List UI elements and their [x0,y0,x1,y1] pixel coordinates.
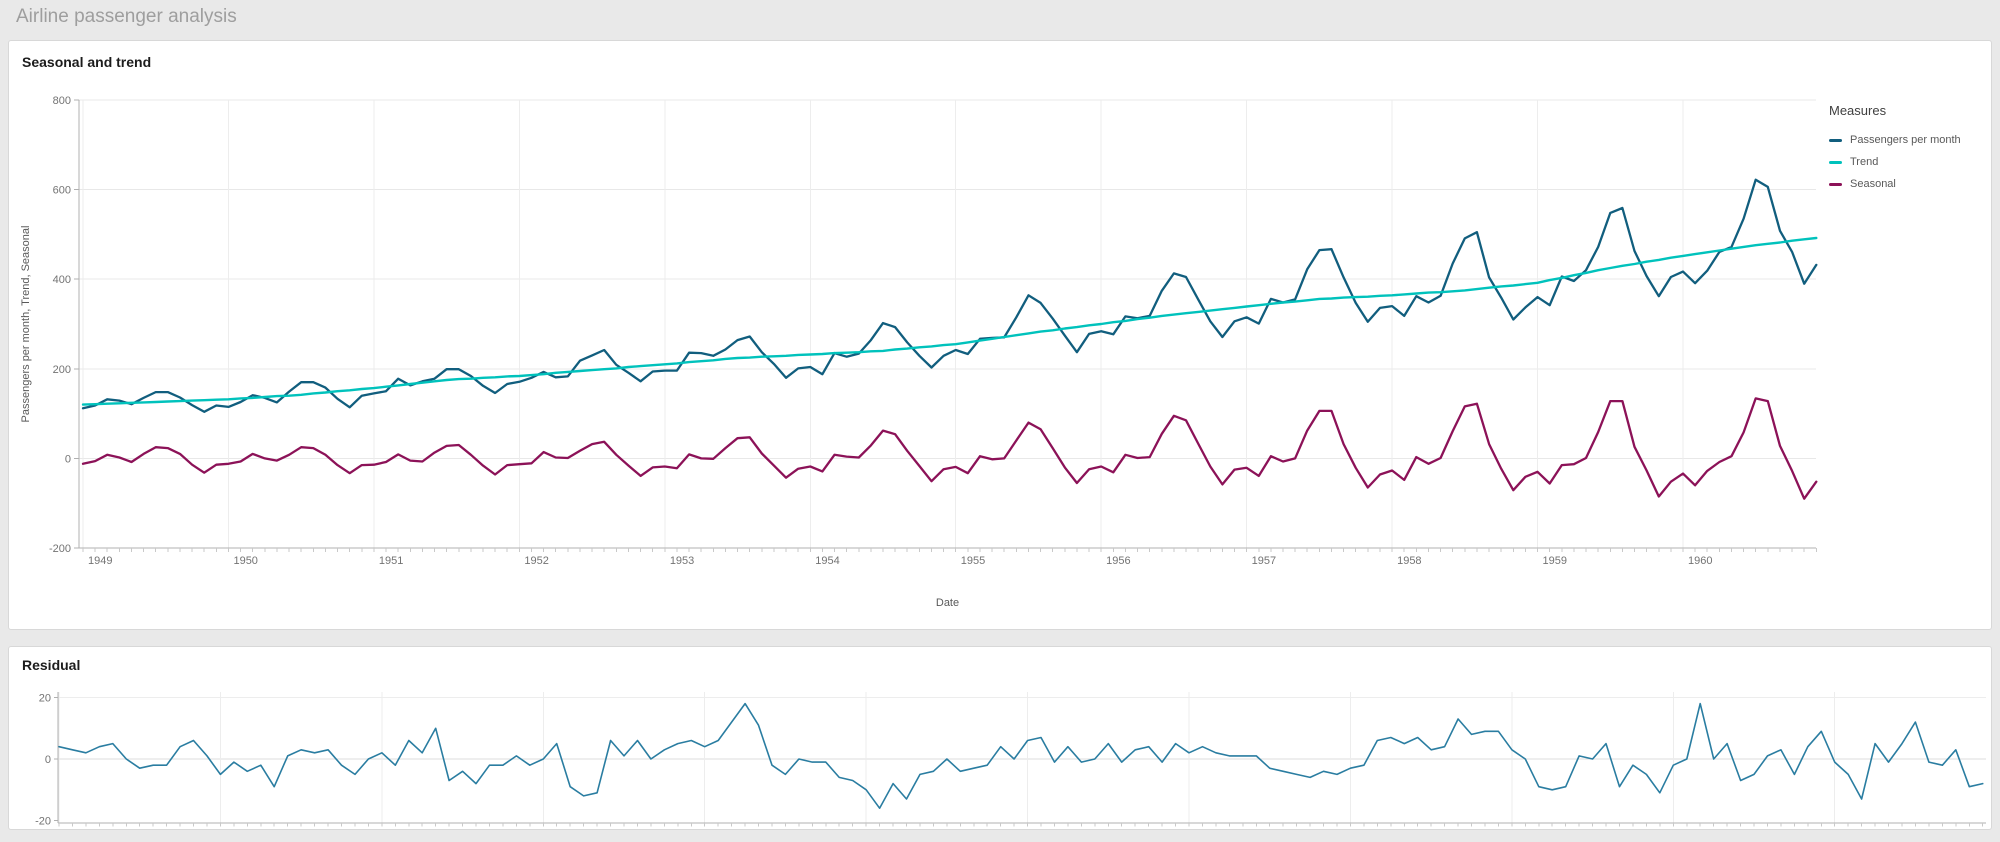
y-tick-label: 0 [65,453,71,465]
y-tick-label: -20 [35,816,51,828]
legend-title: Measures [1829,103,1887,118]
y-tick-label: 200 [53,364,71,376]
legend-item-passengers[interactable]: Passengers per month [1829,129,1989,151]
trend-line[interactable] [81,236,1818,406]
x-tick-label: 1952 [524,555,548,567]
seasonal-line[interactable] [81,397,1818,500]
passengers-swatch-icon [1829,138,1842,142]
x-tick-label: 1955 [961,555,985,567]
residual-plot[interactable]: 20 0 -20 [9,647,1993,831]
page-title: Airline passenger analysis [16,6,237,27]
x-tick-label: 1956 [1106,555,1130,567]
y-tick-label: 800 [53,95,71,107]
chart-title-residual: Residual [22,657,81,673]
x-tick-label: 1958 [1397,555,1421,567]
x-tick-label: 1951 [379,555,403,567]
legend-item-label: Seasonal [1850,178,1896,190]
residual-line[interactable] [58,702,1984,809]
y-tick-label: 20 [39,693,51,705]
x-tick-label: 1949 [88,555,112,567]
seasonal-trend-chart-card: Seasonal and trend 800 600 400 200 0 -200 1949… [8,40,1992,630]
seasonal-trend-plot[interactable]: 800 600 400 200 0 -200 1949 1950 1951 1952 1953 195… [9,41,1993,631]
passengers-line[interactable] [81,178,1818,413]
y-tick-label: 600 [53,185,71,197]
legend-item-trend[interactable]: Trend [1829,151,1989,173]
x-axis-title: Date [935,597,960,609]
x-tick-label: 1957 [1252,555,1276,567]
trend-swatch-icon [1829,160,1842,164]
y-tick-label: -200 [49,543,71,555]
x-tick-label: 1960 [1688,555,1712,567]
x-tick-label: 1954 [815,555,839,567]
legend-item-seasonal[interactable]: Seasonal [1829,173,1989,195]
y-axis-title: Passengers per month, Trend, Seasonal [20,225,32,423]
x-tick-label: 1953 [670,555,694,567]
legend-item-label: Trend [1850,156,1879,168]
legend-item-label: Passengers per month [1850,134,1961,146]
x-tick-label: 1959 [1543,555,1567,567]
y-tick-label: 400 [53,274,71,286]
residual-chart-card: Residual 20 0 -20 [8,646,1992,830]
chart-title-seasonal-trend: Seasonal and trend [22,54,152,70]
seasonal-swatch-icon [1829,182,1842,186]
y-tick-label: 0 [45,754,51,766]
x-tick-label: 1950 [233,555,257,567]
legend: Measures Passengers per month Trend Seas… [1829,103,1989,195]
